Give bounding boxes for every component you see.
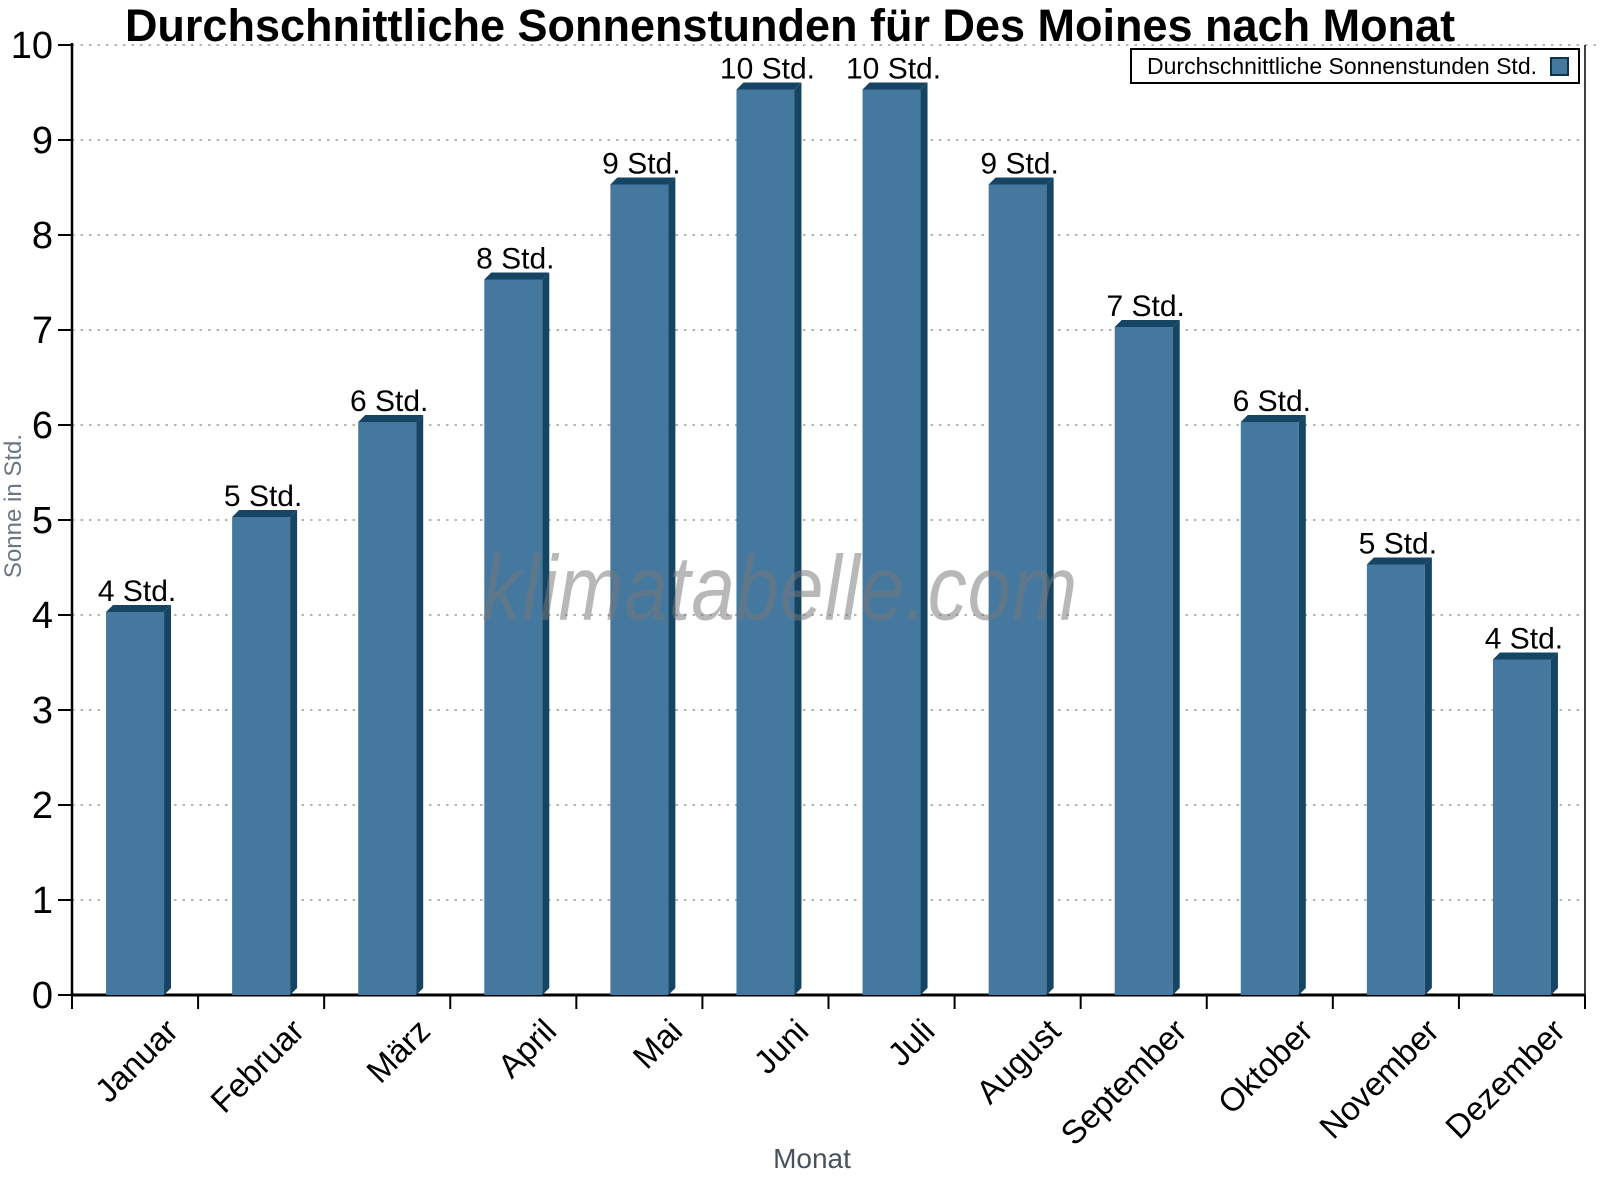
x-tick-label: Mai <box>626 1012 690 1076</box>
bar-right-face <box>1424 557 1432 995</box>
y-tick-label: 8 <box>32 215 53 257</box>
bar-value-label: 6 Std. <box>350 385 428 418</box>
bar-right-face <box>1550 652 1558 995</box>
bar <box>1492 659 1551 995</box>
bar-right-face <box>290 510 298 995</box>
y-tick-label: 3 <box>32 690 53 732</box>
bar-right-face <box>416 415 424 995</box>
x-tick-label: Dezember <box>1438 1012 1572 1146</box>
bar-top-face <box>862 82 928 90</box>
y-tick-label: 10 <box>11 25 53 67</box>
bar-value-label: 7 Std. <box>1107 290 1185 323</box>
bar-top-face <box>106 605 172 612</box>
bar-top-face <box>736 82 802 90</box>
y-tick-label: 6 <box>32 405 53 447</box>
x-tick-label: Februar <box>203 1012 311 1120</box>
x-tick-label: Januar <box>87 1012 185 1110</box>
y-tick-label: 1 <box>32 880 53 922</box>
bar-top-face <box>1114 320 1180 327</box>
bar <box>610 184 669 995</box>
bar <box>988 184 1047 995</box>
bar <box>232 517 291 995</box>
bar-value-label: 9 Std. <box>980 148 1058 181</box>
x-tick-label: September <box>1053 1012 1193 1152</box>
bar-top-face <box>1492 652 1558 660</box>
bar-top-face <box>358 415 424 422</box>
legend-marker-swatch <box>1550 56 1569 76</box>
bar-value-label: 10 Std. <box>720 53 815 86</box>
bar-value-label: 4 Std. <box>98 575 176 608</box>
bar <box>106 612 165 995</box>
bar-top-face <box>232 510 298 517</box>
bar-right-face <box>542 272 550 995</box>
bar-top-face <box>988 177 1054 185</box>
bar <box>358 422 417 995</box>
y-tick-label: 7 <box>32 310 53 352</box>
bar-right-face <box>794 82 802 995</box>
y-axis-title: Sonne in Std. <box>0 433 27 579</box>
y-tick-label: 2 <box>32 785 53 827</box>
x-tick-label: Oktober <box>1211 1012 1320 1121</box>
bar-value-label: 10 Std. <box>846 53 941 86</box>
x-tick-label: August <box>969 1012 1068 1111</box>
chart-title: Durchschnittliche Sonnenstunden für Des … <box>124 0 1456 51</box>
legend: Durchschnittliche Sonnenstunden Std. <box>1130 48 1580 84</box>
y-tick-label: 4 <box>32 595 53 637</box>
bar-right-face <box>668 177 676 995</box>
bar <box>484 279 543 995</box>
bar-top-face <box>610 177 676 185</box>
bar <box>1114 327 1173 995</box>
x-tick-label: März <box>359 1012 437 1090</box>
y-tick-label: 5 <box>32 500 53 542</box>
y-tick-label: 9 <box>32 120 53 162</box>
legend-label: Durchschnittliche Sonnenstunden Std. <box>1147 52 1537 79</box>
bar <box>1366 564 1425 995</box>
bar-right-face <box>164 605 172 995</box>
bar-right-face <box>920 82 928 995</box>
bar <box>736 89 795 995</box>
bar-top-face <box>1366 557 1432 565</box>
x-tick-label: Juli <box>880 1012 941 1073</box>
bar-right-face <box>1298 415 1306 995</box>
bar-value-label: 9 Std. <box>602 148 680 181</box>
x-tick-label: November <box>1312 1012 1446 1146</box>
bar <box>862 89 921 995</box>
bar-right-face <box>1172 320 1180 995</box>
bar-value-label: 8 Std. <box>476 243 554 276</box>
bar-top-face <box>1240 415 1306 422</box>
watermark: klimatabelle.com <box>482 537 1078 640</box>
x-tick-label: Juni <box>746 1012 815 1081</box>
bar <box>1240 422 1299 995</box>
bar-value-label: 5 Std. <box>1359 528 1437 561</box>
x-axis-title: Monat <box>773 1143 851 1174</box>
bar-top-face <box>484 272 550 280</box>
bar-right-face <box>1046 177 1054 995</box>
bar-value-label: 5 Std. <box>224 480 302 513</box>
bar-value-label: 6 Std. <box>1233 385 1311 418</box>
x-tick-label: April <box>490 1012 563 1085</box>
y-tick-label: 0 <box>32 975 53 1017</box>
bar-value-label: 4 Std. <box>1485 623 1563 656</box>
